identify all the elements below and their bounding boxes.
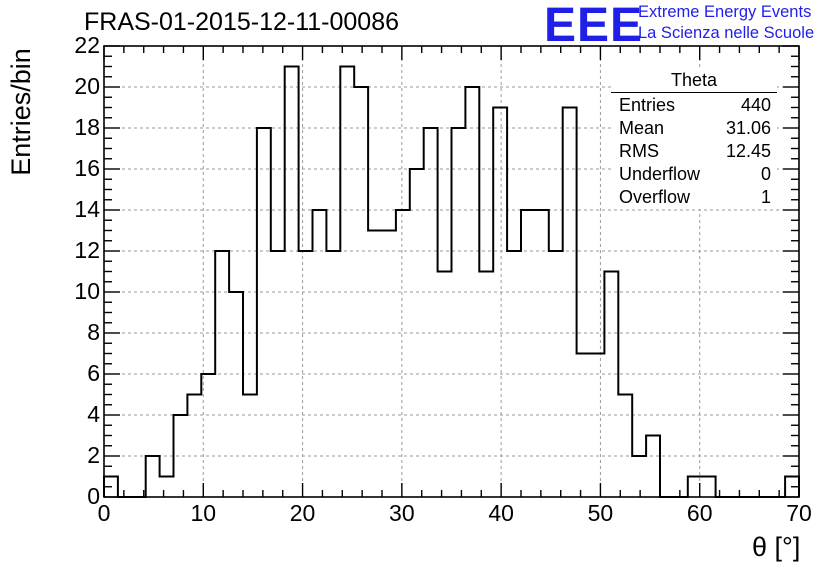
stats-row-underflow: Underflow 0	[611, 163, 777, 186]
y-tick-label: 14	[74, 196, 100, 222]
stats-value: 12.45	[725, 141, 771, 161]
eee-logo: EEE	[544, 0, 644, 52]
histogram-bin	[618, 395, 632, 498]
y-tick-label: 6	[87, 360, 100, 386]
histogram-bin	[313, 210, 327, 497]
stats-title: Theta	[611, 70, 777, 93]
y-tick-label: 22	[74, 32, 100, 58]
x-axis-label: θ [°]	[752, 532, 801, 562]
stats-value: 0	[760, 164, 771, 184]
logo-line-2: La Scienza nelle Scuole	[638, 24, 815, 42]
y-tick-label: 18	[74, 114, 100, 140]
histogram-bin	[382, 231, 396, 498]
logo-line-1: Extreme Energy Events	[638, 3, 812, 21]
y-tick-label: 8	[87, 319, 100, 345]
histogram-bin	[563, 108, 577, 498]
stats-row-overflow: Overflow 1	[611, 186, 777, 209]
histogram-bin	[229, 292, 243, 497]
histogram-bin	[577, 354, 591, 498]
histogram-bin	[187, 395, 201, 498]
chart-title: FRAS-01-2015-12-11-00086	[84, 8, 400, 36]
y-tick-label: 16	[74, 155, 100, 181]
histogram-bin	[646, 436, 660, 498]
x-tick-label: 40	[488, 500, 514, 526]
x-tick-label: 70	[786, 500, 812, 526]
histogram-bin	[146, 456, 160, 497]
plot-frame	[103, 45, 800, 498]
histogram-outline	[103, 65, 800, 498]
stats-value: 440	[740, 95, 771, 115]
histogram-bin	[243, 395, 257, 498]
histogram-bin	[452, 128, 466, 497]
stats-label: Overflow	[619, 187, 691, 207]
y-tick-label: 2	[87, 442, 100, 468]
histogram-bin	[493, 108, 507, 498]
x-tick-label: 60	[686, 500, 713, 526]
histogram-bin	[591, 354, 605, 498]
histogram-bin	[521, 210, 535, 497]
stats-value: 1	[760, 187, 771, 207]
stats-label: Underflow	[619, 164, 701, 184]
x-tick-label: 0	[97, 500, 111, 526]
y-tick-label: 4	[87, 401, 100, 427]
histogram-bin	[479, 272, 493, 498]
histogram-bin	[174, 415, 188, 497]
stats-label: RMS	[619, 141, 659, 161]
histogram-bin	[535, 210, 549, 497]
histogram-bin	[368, 231, 382, 498]
histogram-bin	[285, 67, 299, 498]
y-tick-label: 20	[74, 73, 100, 99]
stats-row-entries: Entries 440	[611, 94, 777, 117]
histogram-bin	[160, 477, 174, 498]
histogram-bin	[424, 128, 438, 497]
x-tick-label: 50	[587, 500, 614, 526]
x-tick-label: 10	[190, 500, 217, 526]
histogram-bin	[340, 67, 354, 498]
x-tick-label: 30	[389, 500, 415, 526]
histogram-bin	[702, 477, 716, 498]
y-axis-label: Entries/bin	[6, 48, 36, 176]
y-tick-label: 10	[74, 278, 100, 304]
histogram-bin	[257, 128, 271, 497]
histogram-bin	[604, 272, 618, 498]
y-tick-label: 0	[87, 483, 100, 509]
stats-value: 31.06	[725, 118, 771, 138]
stats-label: Entries	[619, 95, 676, 115]
stats-row-rms: RMS 12.45	[611, 140, 777, 163]
histogram-bin	[632, 456, 646, 497]
y-tick-label: 12	[74, 237, 100, 263]
stats-row-mean: Mean 31.06	[611, 117, 777, 140]
histogram-bin	[396, 210, 410, 497]
stats-label: Mean	[619, 118, 665, 138]
x-tick-label: 20	[289, 500, 316, 526]
stats-box: Theta Entries 440 Mean 31.06 RMS 12.45 U…	[611, 70, 777, 209]
histogram-bin	[438, 272, 452, 498]
histogram-bin	[215, 251, 229, 497]
